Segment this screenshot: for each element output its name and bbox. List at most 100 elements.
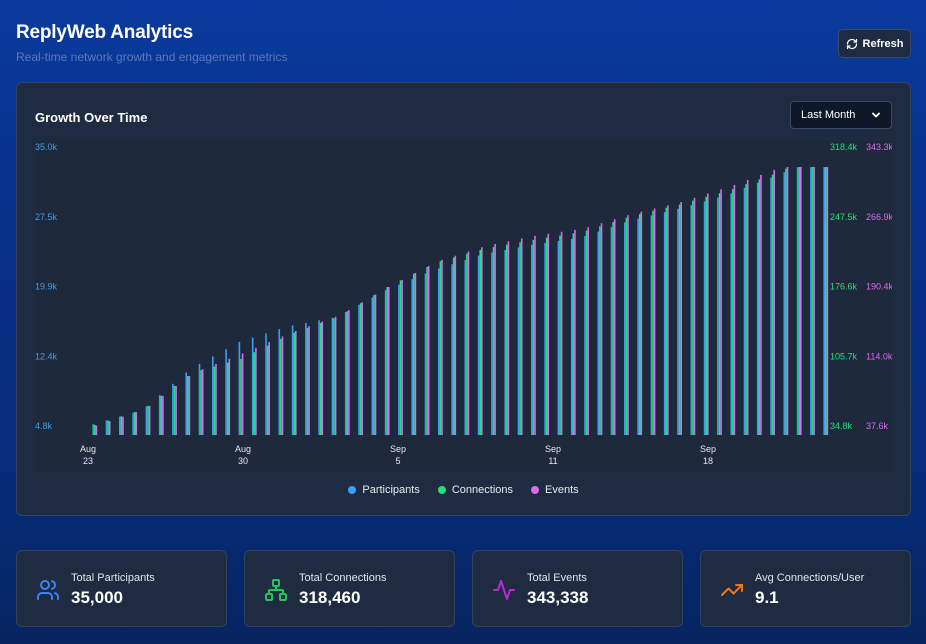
stat-card-avg-connections: Avg Connections/User 9.1 <box>700 550 911 627</box>
y-tick-connections: 105.7k <box>830 351 858 361</box>
x-tick-label: 30 <box>238 456 248 466</box>
bar-connections <box>745 184 747 435</box>
x-tick-label: Sep <box>700 444 716 454</box>
bar-connections <box>107 420 109 435</box>
bar-events <box>707 193 709 435</box>
bar-events <box>667 205 669 435</box>
y-tick-events: 343.3k <box>866 142 892 152</box>
y-tick-connections: 176.6k <box>830 282 858 292</box>
x-tick-label: Aug <box>235 444 251 454</box>
bar-events <box>374 294 377 435</box>
bar-participants <box>225 349 227 435</box>
bar-participants <box>185 372 187 435</box>
bar-participants <box>544 242 546 435</box>
network-icon <box>265 579 287 601</box>
bar-participants <box>610 227 613 435</box>
bar-connections <box>359 303 362 435</box>
bar-participants <box>331 317 334 435</box>
bar-events <box>507 241 510 435</box>
bar-events <box>653 208 656 435</box>
bar-participants <box>783 172 786 436</box>
bar-events <box>733 184 736 435</box>
bar-events <box>255 347 257 435</box>
bar-participants <box>504 250 506 435</box>
bar-connections <box>479 250 481 435</box>
bar-connections <box>293 332 295 435</box>
bar-participants <box>158 395 161 435</box>
page-header: ReplyWeb Analytics Real-time network gro… <box>16 22 287 64</box>
bar-participants <box>597 231 600 435</box>
bar-connections <box>319 323 322 435</box>
bar-connections <box>585 230 588 435</box>
bar-connections <box>771 174 774 435</box>
bar-connections <box>638 214 641 435</box>
bar-connections <box>280 338 282 435</box>
bar-connections <box>572 233 575 435</box>
refresh-button-label: Refresh <box>862 37 904 50</box>
bar-participants <box>703 201 706 435</box>
bar-participants <box>398 284 400 435</box>
bar-participants <box>212 356 214 435</box>
bar-events <box>348 310 350 435</box>
bar-events <box>746 179 749 435</box>
y-tick-events: 37.6k <box>866 421 889 431</box>
bar-connections <box>519 242 521 435</box>
stat-value: 343,338 <box>527 588 589 607</box>
bar-events <box>201 369 204 435</box>
bar-events <box>334 316 337 435</box>
stat-label: Total Events <box>527 572 587 584</box>
bar-connections <box>399 280 402 435</box>
y-tick-connections: 34.8k <box>830 421 853 431</box>
page-subtitle: Real-time network growth and engagement … <box>16 50 288 64</box>
bar-events <box>454 255 457 435</box>
trending-up-icon <box>721 584 743 596</box>
bar-events <box>281 336 284 435</box>
bar-participants <box>344 312 347 435</box>
bar-events <box>680 202 682 435</box>
bar-connections <box>758 179 761 435</box>
bar-connections <box>492 247 495 435</box>
bar-participants <box>584 236 586 435</box>
bar-participants <box>810 167 812 435</box>
bar-participants <box>371 297 374 435</box>
legend-item-participants[interactable]: Participants <box>348 484 420 496</box>
users-icon <box>37 580 59 600</box>
bar-connections <box>798 167 800 435</box>
bar-participants <box>318 320 320 435</box>
bar-events <box>481 247 483 435</box>
bar-connections <box>678 204 681 435</box>
bar-events <box>295 331 297 435</box>
bar-events <box>427 266 430 435</box>
bar-connections <box>94 424 96 435</box>
bar-connections <box>718 193 721 435</box>
stat-value: 35,000 <box>71 588 123 607</box>
growth-chart: 35.0k 27.5k 19.9k 12.4k 4.8k 318.4k 247.5k 176.… <box>35 142 892 466</box>
stat-label: Total Participants <box>71 572 155 584</box>
bar-events <box>640 211 643 435</box>
bar-events <box>241 353 244 435</box>
bar-events <box>627 215 629 435</box>
legend-item-connections[interactable]: Connections <box>437 484 513 496</box>
bar-participants <box>624 222 626 435</box>
bar-events <box>467 251 470 435</box>
bar-participants <box>796 167 799 435</box>
stat-value: 318,460 <box>299 588 361 607</box>
bar-connections <box>226 362 229 435</box>
refresh-button[interactable]: Refresh <box>838 29 911 58</box>
bar-participants <box>119 416 121 435</box>
bar-participants <box>105 420 108 435</box>
stat-card-connections: Total Connections 318,460 <box>244 550 455 627</box>
bar-connections <box>160 395 163 435</box>
bar-events <box>268 342 270 435</box>
bar-participants <box>570 238 573 435</box>
bar-connections <box>599 226 601 435</box>
bar-participants <box>278 329 281 435</box>
bar-participants <box>132 412 134 435</box>
refresh-icon <box>846 38 857 49</box>
time-range-select[interactable]: Last Month <box>790 101 892 129</box>
bar-connections <box>173 385 176 435</box>
bar-participants <box>491 252 493 435</box>
activity-icon <box>493 580 515 600</box>
bar-events <box>587 227 589 435</box>
legend-item-events[interactable]: Events <box>531 484 579 496</box>
